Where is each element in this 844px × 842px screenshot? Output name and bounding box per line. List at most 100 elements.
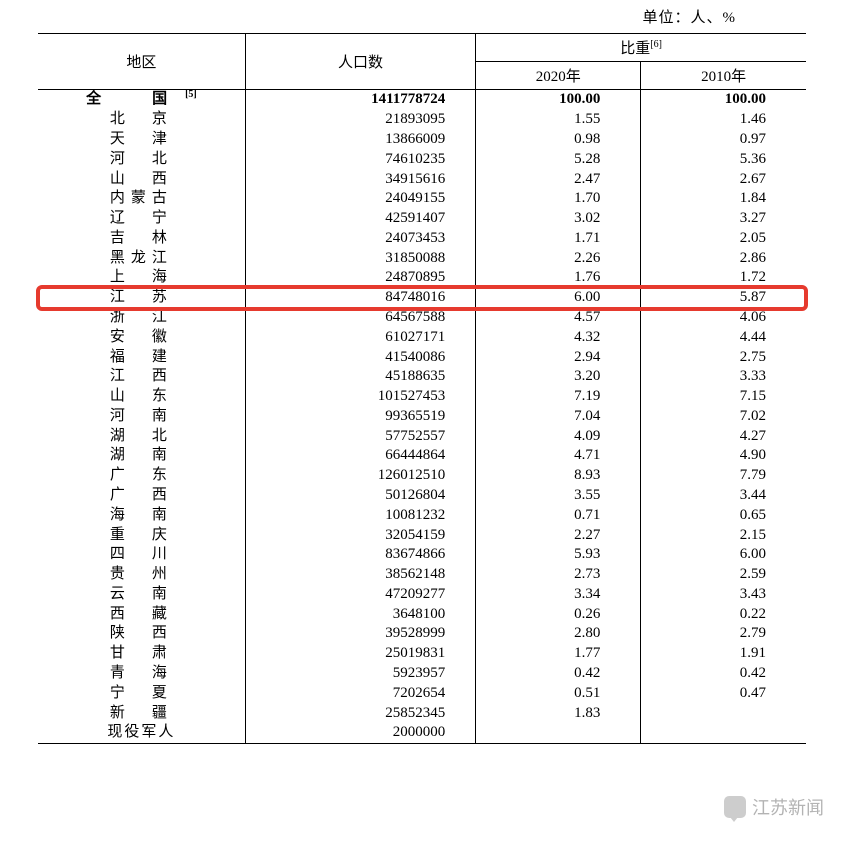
wechat-icon [724, 796, 746, 818]
cell-2020: 2.80 [476, 624, 641, 644]
cell-population: 24049155 [245, 189, 475, 209]
table-row: 宁 夏72026540.510.47 [38, 683, 806, 703]
table-row: 云 南472092773.343.43 [38, 585, 806, 605]
cell-2010: 2.05 [641, 228, 806, 248]
population-table: 地区 人口数 比重[6] 2020年 2010年 全 国[5]141177872… [38, 33, 806, 744]
cell-population: 2000000 [245, 723, 475, 743]
cell-2020: 5.93 [476, 545, 641, 565]
cell-population: 74610235 [245, 149, 475, 169]
cell-2020: 3.20 [476, 367, 641, 387]
cell-2010: 1.84 [641, 189, 806, 209]
cell-2020: 1.76 [476, 268, 641, 288]
table-row: 山 东1015274537.197.15 [38, 387, 806, 407]
cell-2020: 8.93 [476, 466, 641, 486]
cell-2020: 1.83 [476, 703, 641, 723]
cell-2010: 7.15 [641, 387, 806, 407]
table-row: 现役军人2000000 [38, 723, 806, 743]
table-row: 北 京218930951.551.46 [38, 110, 806, 130]
cell-2020: 0.71 [476, 505, 641, 525]
cell-2010: 4.44 [641, 327, 806, 347]
cell-2010: 4.27 [641, 426, 806, 446]
cell-population: 13866009 [245, 130, 475, 150]
table-row: 广 西501268043.553.44 [38, 486, 806, 506]
cell-population: 25852345 [245, 703, 475, 723]
cell-region: 甘 肃 [38, 644, 245, 664]
cell-region: 河 北 [38, 149, 245, 169]
table-row: 内蒙古240491551.701.84 [38, 189, 806, 209]
table-row: 安 徽610271714.324.44 [38, 327, 806, 347]
cell-region: 宁 夏 [38, 683, 245, 703]
cell-2020: 7.04 [476, 407, 641, 427]
cell-2020: 4.57 [476, 308, 641, 328]
table-header: 地区 人口数 比重[6] 2020年 2010年 [38, 34, 806, 90]
cell-region: 北 京 [38, 110, 245, 130]
cell-2020: 2.73 [476, 565, 641, 585]
table-row: 江 苏847480166.005.87 [38, 288, 806, 308]
unit-label: 单位：人、% [38, 0, 806, 33]
cell-population: 39528999 [245, 624, 475, 644]
header-region: 地区 [38, 34, 245, 90]
table-row: 河 南993655197.047.02 [38, 407, 806, 427]
cell-2010: 3.44 [641, 486, 806, 506]
table-row: 陕 西395289992.802.79 [38, 624, 806, 644]
cell-population: 50126804 [245, 486, 475, 506]
cell-population: 126012510 [245, 466, 475, 486]
cell-2010: 4.06 [641, 308, 806, 328]
cell-2010: 0.47 [641, 683, 806, 703]
header-ratio-sup: [6] [650, 39, 662, 50]
cell-2020: 2.27 [476, 525, 641, 545]
cell-2020: 1.77 [476, 644, 641, 664]
cell-region: 江 苏 [38, 288, 245, 308]
cell-region: 山 东 [38, 387, 245, 407]
cell-2020: 4.09 [476, 426, 641, 446]
cell-2010: 2.79 [641, 624, 806, 644]
cell-region: 江 西 [38, 367, 245, 387]
cell-population: 41540086 [245, 347, 475, 367]
cell-2020: 3.34 [476, 585, 641, 605]
table-row: 湖 北577525574.094.27 [38, 426, 806, 446]
cell-2010: 1.72 [641, 268, 806, 288]
cell-2010: 100.00 [641, 90, 806, 110]
cell-region: 新 疆 [38, 703, 245, 723]
cell-2010: 3.27 [641, 209, 806, 229]
cell-2010: 0.22 [641, 604, 806, 624]
cell-2020: 2.26 [476, 248, 641, 268]
cell-population: 66444864 [245, 446, 475, 466]
table-row: 山 西349156162.472.67 [38, 169, 806, 189]
page: 单位：人、% 地区 人口数 比重[6] 2020年 2010年 [0, 0, 844, 842]
cell-2010: 2.59 [641, 565, 806, 585]
cell-2020: 100.00 [476, 90, 641, 110]
cell-2020: 0.42 [476, 664, 641, 684]
cell-2020: 3.55 [476, 486, 641, 506]
cell-2020: 4.71 [476, 446, 641, 466]
cell-region: 云 南 [38, 585, 245, 605]
cell-2020: 3.02 [476, 209, 641, 229]
cell-2020: 1.55 [476, 110, 641, 130]
table-row: 浙 江645675884.574.06 [38, 308, 806, 328]
cell-population: 1411778724 [245, 90, 475, 110]
cell-population: 64567588 [245, 308, 475, 328]
cell-region: 陕 西 [38, 624, 245, 644]
cell-2020: 6.00 [476, 288, 641, 308]
cell-population: 57752557 [245, 426, 475, 446]
cell-region: 安 徽 [38, 327, 245, 347]
cell-2010: 0.65 [641, 505, 806, 525]
cell-population: 101527453 [245, 387, 475, 407]
cell-population: 42591407 [245, 209, 475, 229]
cell-2010 [641, 723, 806, 743]
cell-population: 61027171 [245, 327, 475, 347]
cell-region: 天 津 [38, 130, 245, 150]
cell-population: 5923957 [245, 664, 475, 684]
cell-2020: 1.70 [476, 189, 641, 209]
cell-population: 47209277 [245, 585, 475, 605]
cell-2010: 2.75 [641, 347, 806, 367]
cell-region: 全 国[5] [38, 90, 245, 110]
table-row: 天 津138660090.980.97 [38, 130, 806, 150]
cell-2010: 3.43 [641, 585, 806, 605]
cell-region: 浙 江 [38, 308, 245, 328]
header-population-text: 人口数 [338, 55, 383, 71]
table-row-national: 全 国[5]1411778724100.00100.00 [38, 90, 806, 110]
cell-population: 21893095 [245, 110, 475, 130]
watermark: 江苏新闻 [724, 794, 824, 820]
table-row: 贵 州385621482.732.59 [38, 565, 806, 585]
